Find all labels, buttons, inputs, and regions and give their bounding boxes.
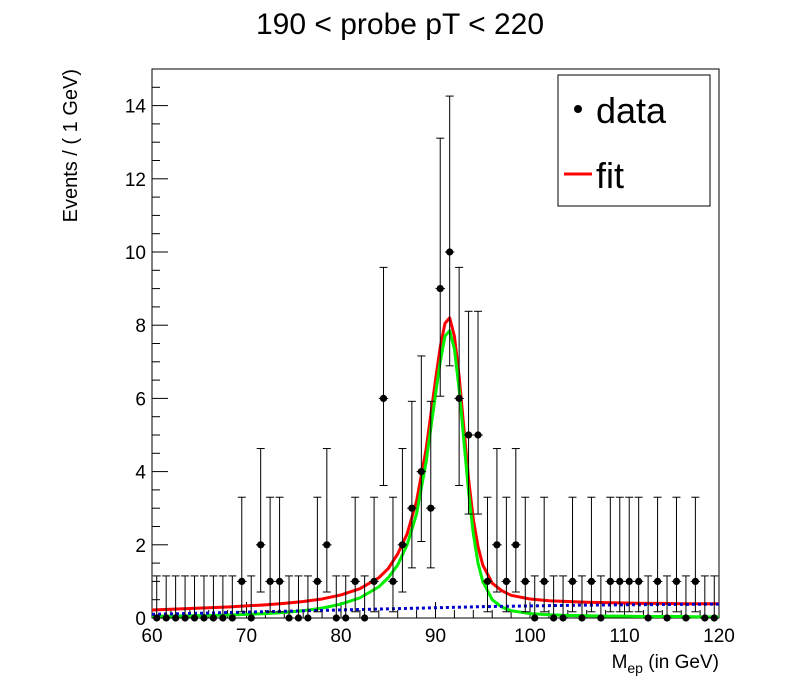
- x-tick-label: 60: [141, 626, 162, 647]
- legend: data fit: [557, 74, 711, 207]
- x-tick-label: 110: [609, 626, 639, 647]
- data-point: [559, 614, 567, 622]
- y-axis-label: Events / ( 1 GeV): [60, 69, 82, 222]
- data-point: [370, 577, 378, 586]
- data-point: [531, 614, 539, 622]
- data-point: [653, 577, 662, 586]
- data-point: [568, 577, 577, 586]
- data-point: [342, 614, 350, 622]
- data-point: [313, 577, 321, 586]
- y-tick-label: 6: [135, 389, 146, 410]
- data-point: [351, 577, 359, 586]
- data-point: [597, 614, 605, 622]
- data-point: [493, 541, 501, 549]
- data-point: [361, 614, 369, 622]
- data-point: [663, 614, 671, 622]
- data-point: [682, 614, 690, 622]
- data-point: [181, 614, 189, 622]
- data-point: [436, 285, 444, 293]
- data-point: [616, 577, 624, 586]
- curve-component-2: [151, 602, 720, 616]
- data-point: [710, 614, 718, 622]
- data-point: [474, 431, 482, 439]
- legend-label-fit: fit: [596, 155, 624, 196]
- x-tick-label: 70: [236, 626, 257, 647]
- y-tick-label: 4: [135, 463, 146, 484]
- data-point: [417, 468, 425, 476]
- data-point: [238, 577, 246, 586]
- data-point: [247, 614, 255, 622]
- x-axis-label: Mep (in GeV): [612, 652, 719, 676]
- plot-area: 60 70 80 90 100 110 120 0 2 4 6 8 10 12 14: [125, 68, 735, 647]
- x-axis-label-subscript: ep: [627, 660, 643, 676]
- data-point: [512, 541, 520, 549]
- x-tick-label: 120: [703, 626, 735, 647]
- data-point: [644, 614, 652, 622]
- data-point: [587, 577, 596, 586]
- data-point: [228, 614, 236, 622]
- y-tick-label: 12: [125, 170, 146, 191]
- data-point: [398, 541, 407, 549]
- data-point: [540, 577, 548, 586]
- y-tick-label: 14: [125, 97, 147, 118]
- data-point: [266, 577, 274, 586]
- data-point: [446, 248, 454, 256]
- data-point: [483, 577, 492, 586]
- data-point: [219, 614, 227, 622]
- data-point: [427, 504, 435, 512]
- data-point: [408, 504, 416, 512]
- data-point: [332, 614, 340, 622]
- data-point: [304, 614, 312, 622]
- legend-label-data: data: [596, 90, 667, 131]
- y-tick-label: 10: [125, 243, 146, 264]
- data-point: [294, 614, 303, 622]
- x-tick-label: 80: [330, 626, 351, 647]
- data-point: [464, 431, 473, 439]
- data-point: [162, 614, 170, 622]
- data-point: [209, 614, 218, 622]
- data-point: [578, 614, 586, 622]
- data-point: [521, 577, 529, 586]
- data-point: [323, 541, 331, 549]
- data-point: [285, 614, 293, 622]
- data-point: [190, 614, 199, 622]
- data-point: [550, 614, 558, 622]
- data-point: [153, 614, 161, 622]
- data-point: [275, 577, 284, 586]
- data-point: [635, 577, 643, 586]
- data-point: [172, 614, 180, 622]
- data-point: [606, 577, 614, 586]
- data-point: [455, 394, 463, 402]
- data-point: [389, 577, 397, 586]
- chart-title: 190 < probe pT < 220: [256, 8, 544, 41]
- x-tick-label: 100: [514, 626, 546, 647]
- data-point: [625, 577, 633, 586]
- x-axis-label-main: M: [612, 652, 628, 673]
- legend-data-marker: [574, 105, 582, 113]
- data-point: [701, 614, 709, 622]
- curve-fit: [151, 316, 719, 612]
- data-point: [691, 577, 699, 586]
- legend-box: [557, 74, 711, 207]
- data-point: [257, 541, 265, 549]
- data-point: [672, 577, 681, 586]
- x-tick-label: 90: [425, 626, 446, 647]
- data-point: [379, 394, 388, 402]
- y-tick-label: 0: [135, 609, 146, 630]
- data-point: [502, 577, 510, 586]
- y-tick-label: 8: [135, 316, 146, 337]
- y-tick-label: 2: [135, 536, 146, 557]
- data-point: [200, 614, 208, 622]
- x-axis-label-suffix: (in GeV): [643, 652, 719, 673]
